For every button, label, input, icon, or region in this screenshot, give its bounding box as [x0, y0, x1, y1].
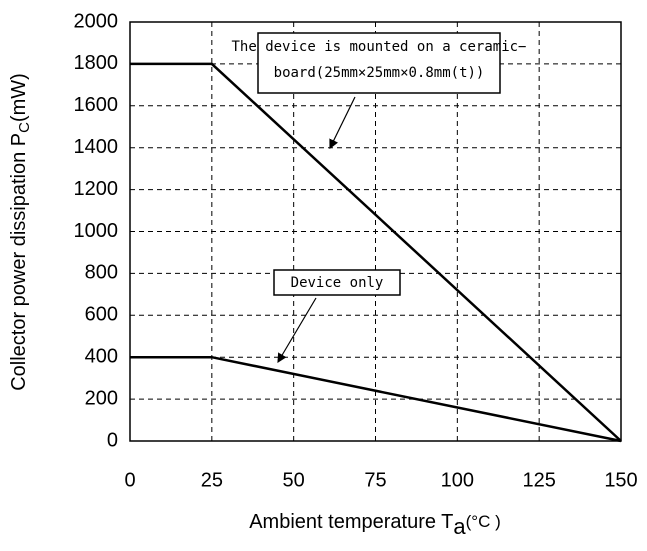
- x-axis-label-suffix: (°C ): [466, 512, 501, 531]
- y-tick-label: 1400: [74, 136, 119, 158]
- series-line: [130, 62, 622, 442]
- y-axis-label-text: Collector power dissipation P: [8, 133, 30, 391]
- annotation-box: [257, 32, 501, 94]
- x-tick-label: 100: [441, 469, 474, 491]
- x-tick-label: 75: [364, 469, 386, 491]
- x-axis-label: Ambient temperature Ta(°C ): [249, 511, 501, 539]
- y-tick-label: 1000: [74, 220, 119, 242]
- series-line: [130, 355, 622, 443]
- y-tick-label: 2000: [74, 10, 119, 32]
- annotation-text: The device is mounted on a ceramic−: [231, 39, 526, 55]
- y-tick-label: 400: [85, 345, 118, 367]
- y-tick-label: 800: [85, 262, 118, 284]
- x-tick-label: 150: [604, 469, 637, 491]
- annotation-text: board(25mm×25mm×0.8mm(t)): [274, 65, 485, 81]
- y-axis-label-suffix: (mW): [8, 73, 30, 122]
- y-tick-label: 1600: [74, 94, 119, 116]
- y-tick-label: 1800: [74, 52, 119, 74]
- plot-frame: [129, 21, 622, 442]
- y-tick-label: 0: [107, 429, 118, 451]
- annotation-arrow: [277, 297, 317, 364]
- y-axis-label: Collector power dissipation PC(mW): [8, 73, 33, 391]
- y-tick-label: 200: [85, 387, 118, 409]
- x-tick-label: 25: [201, 469, 223, 491]
- y-tick-label: 1200: [74, 178, 119, 200]
- x-axis-label-sub: a: [453, 514, 466, 539]
- annotation-box: [273, 269, 401, 296]
- y-axis-label-sub: C: [16, 122, 33, 133]
- x-tick-label: 50: [283, 469, 305, 491]
- x-tick-label: 125: [522, 469, 555, 491]
- annotation-arrow: [329, 96, 356, 150]
- x-axis-label-text: Ambient temperature T: [249, 511, 453, 533]
- y-tick-label: 600: [85, 304, 118, 326]
- annotation-text: Device only: [291, 275, 384, 291]
- x-tick-label: 0: [124, 469, 135, 491]
